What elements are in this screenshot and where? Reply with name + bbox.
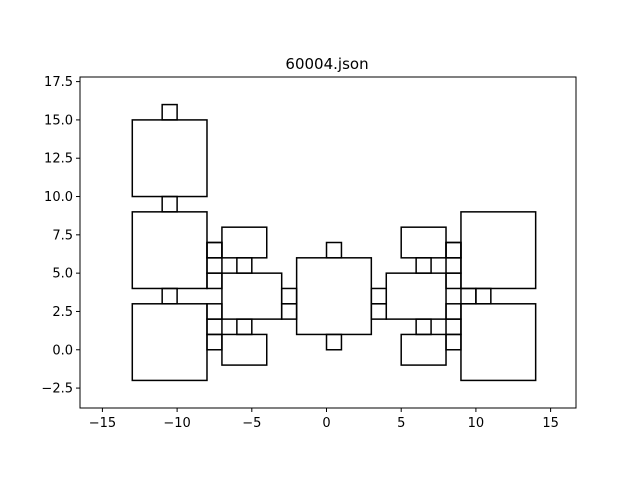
x-tick-label-4: 5: [397, 416, 405, 431]
y-tick-label-8: 17.5: [44, 75, 73, 90]
x-tick-label-3: 0: [322, 416, 330, 431]
x-tick-label-5: 10: [468, 416, 485, 431]
diagram-rect-37: [460, 211, 537, 290]
y-tick-label-4: 7.5: [52, 228, 73, 243]
x-tick-label-2: −5: [242, 416, 261, 431]
y-tick-label-0: −2.5: [41, 382, 73, 397]
y-tick-label-6: 12.5: [44, 152, 73, 167]
x-tick-label-0: −15: [89, 416, 116, 431]
y-tick-label-1: 0.0: [52, 343, 73, 358]
chart-title: 60004.json: [285, 55, 368, 73]
y-tick-label-5: 10.0: [44, 190, 73, 205]
axes: −15 −10 −5 0 5 10 15 −2.5 0.0 2.5 5.0 7.5 10.0 12.5 15…: [41, 75, 577, 431]
plot-area: [131, 103, 537, 382]
diagram-rect-17: [221, 333, 268, 366]
axes-frame: [79, 76, 577, 409]
y-tick-label-7: 15.0: [44, 113, 73, 128]
diagram-rect-1: [161, 103, 178, 121]
y-tick-label-2: 2.5: [52, 305, 73, 320]
diagram-rect-22: [325, 333, 343, 351]
x-tick-label-1: −10: [163, 416, 190, 431]
y-tick-label-3: 5.0: [52, 267, 73, 282]
x-tick-label-6: 15: [542, 416, 559, 431]
diagram-rect-40: [460, 303, 537, 382]
diagram-rect-21: [325, 241, 343, 259]
